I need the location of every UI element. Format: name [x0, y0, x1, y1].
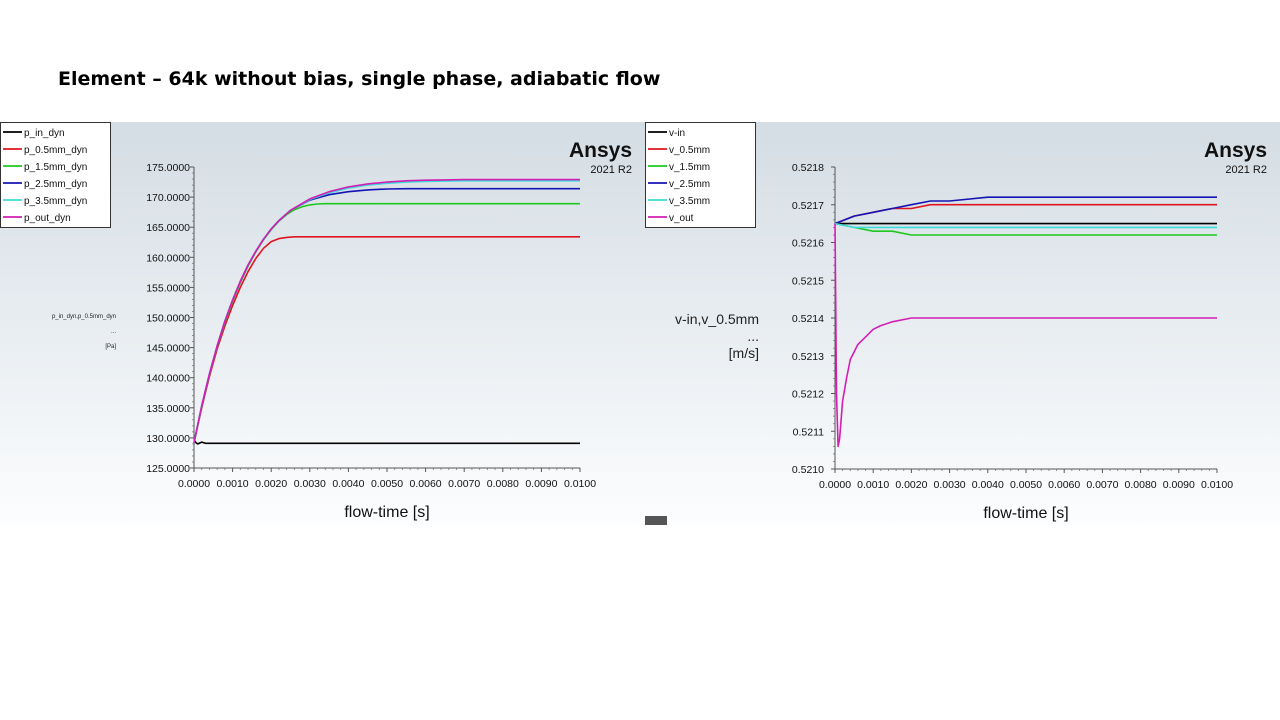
y-tick-label: 0.5212 — [792, 389, 824, 401]
x-tick-label: 0.0090 — [525, 478, 557, 490]
legend-label-v_1.5mm: v_1.5mm — [669, 162, 710, 173]
legend-box — [645, 122, 756, 228]
ansys-version-text: 2021 R2 — [590, 164, 632, 176]
window-corner-marker — [645, 516, 667, 525]
y-tick-label: 0.5214 — [792, 313, 824, 325]
y-axis-label-line: ... — [111, 329, 116, 335]
y-tick-label: 0.5211 — [793, 426, 824, 438]
chart-panel-velocity: 0.5210 0.5211 0.5212 0.5213 0.5214 0.5215 0.52… — [645, 122, 1280, 525]
y-tick-label: 0.5210 — [792, 464, 824, 476]
y-axis-label-line: [m/s] — [729, 345, 759, 361]
y-tick-label: 170.0000 — [146, 192, 190, 204]
x-tick-label: 0.0040 — [972, 479, 1004, 491]
legend-label-v-in: v-in — [669, 128, 685, 139]
y-tick-label: 0.5217 — [792, 200, 824, 212]
x-tick-label: 0.0010 — [857, 479, 889, 491]
x-tick-label: 0.0070 — [1086, 479, 1118, 491]
velocity-chart-svg: 0.5210 0.5211 0.5212 0.5213 0.5214 0.5215 0.52… — [645, 122, 1280, 525]
legend-box — [0, 122, 111, 228]
legend-label-p_2.5mm_dyn: p_2.5mm_dyn — [24, 179, 87, 190]
x-tick-label: 0.0060 — [410, 478, 442, 490]
x-tick-label: 0.0100 — [1201, 479, 1233, 491]
x-tick-label: 0.0000 — [819, 479, 851, 491]
y-axis-label-line: p_in_dyn,p_0.5mm_dyn — [52, 314, 116, 320]
slide-title: Element – 64k without bias, single phase… — [58, 68, 661, 90]
x-tick-label: 0.0030 — [934, 479, 966, 491]
legend-label-v_out: v_out — [669, 213, 694, 224]
x-tick-label: 0.0090 — [1163, 479, 1195, 491]
legend-label-p_in_dyn: p_in_dyn — [24, 128, 65, 139]
y-tick-label: 140.0000 — [146, 373, 190, 385]
x-axis-label: flow-time [s] — [983, 505, 1068, 522]
series-line-v_out — [834, 223, 1217, 448]
y-axis-label-line: [Pa] — [105, 344, 116, 350]
x-tick-label: 0.0080 — [487, 478, 519, 490]
legend-label-v_0.5mm: v_0.5mm — [669, 145, 710, 156]
series-line-v_3.5mm — [834, 222, 1217, 229]
legend-label-p_3.5mm_dyn: p_3.5mm_dyn — [24, 196, 87, 207]
y-tick-label: 175.0000 — [146, 162, 190, 174]
y-tick-label: 0.5216 — [792, 238, 824, 250]
y-tick-label: 155.0000 — [146, 282, 190, 294]
x-tick-label: 0.0100 — [564, 478, 596, 490]
y-tick-label: 125.0000 — [146, 463, 190, 475]
series-line-v_2.5mm — [834, 196, 1217, 225]
pressure-chart-svg: 125.0000 130.0000 135.0000 140.0000 145.0000… — [0, 122, 645, 525]
x-tick-label: 0.0050 — [1010, 479, 1042, 491]
x-tick-label: 0.0010 — [217, 478, 249, 490]
y-axis-label-line: ... — [747, 328, 759, 344]
x-tick-label: 0.0030 — [294, 478, 326, 490]
x-tick-label: 0.0080 — [1125, 479, 1157, 491]
ansys-logo-text: Ansys — [1204, 139, 1267, 162]
y-tick-label: 130.0000 — [146, 433, 190, 445]
y-tick-label: 150.0000 — [146, 313, 190, 325]
y-tick-label: 165.0000 — [146, 222, 190, 234]
y-tick-label: 135.0000 — [146, 403, 190, 415]
series-line-p_in_dyn — [193, 438, 580, 445]
x-tick-label: 0.0060 — [1048, 479, 1080, 491]
y-tick-label: 145.0000 — [146, 343, 190, 355]
x-tick-label: 0.0070 — [448, 478, 480, 490]
x-tick-label: 0.0040 — [332, 478, 364, 490]
legend-label-p_1.5mm_dyn: p_1.5mm_dyn — [24, 162, 87, 173]
y-tick-label: 0.5213 — [792, 351, 824, 363]
x-tick-label: 0.0050 — [371, 478, 403, 490]
ansys-version-text: 2021 R2 — [1225, 164, 1267, 176]
x-tick-label: 0.0000 — [178, 478, 210, 490]
ansys-logo-text: Ansys — [569, 139, 632, 162]
y-tick-label: 0.5215 — [792, 275, 824, 287]
legend-label-v_3.5mm: v_3.5mm — [669, 196, 710, 207]
y-tick-label: 160.0000 — [146, 252, 190, 264]
legend-label-p_0.5mm_dyn: p_0.5mm_dyn — [24, 145, 87, 156]
series-line-p_out_dyn — [193, 178, 580, 443]
x-axis-label: flow-time [s] — [344, 504, 429, 521]
x-tick-label: 0.0020 — [895, 479, 927, 491]
y-axis-label-line: v-in,v_0.5mm — [675, 311, 759, 327]
chart-panel-pressure: 125.0000 130.0000 135.0000 140.0000 145.0000… — [0, 122, 645, 525]
legend-label-p_out_dyn: p_out_dyn — [24, 213, 71, 224]
x-tick-label: 0.0020 — [255, 478, 287, 490]
legend-label-v_2.5mm: v_2.5mm — [669, 179, 710, 190]
y-tick-label: 0.5218 — [792, 162, 824, 174]
